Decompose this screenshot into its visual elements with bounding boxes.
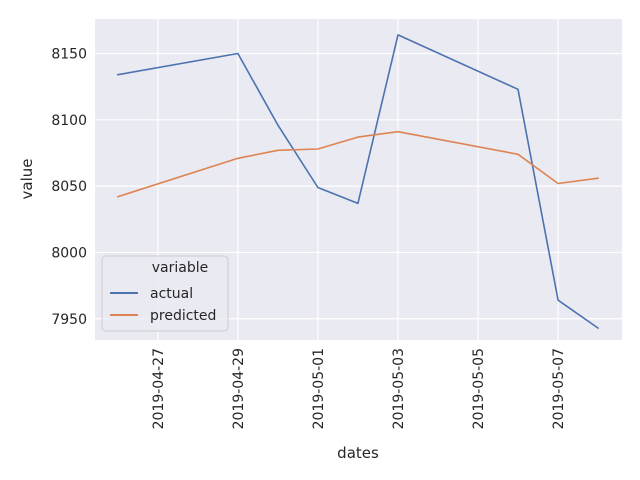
x-tick-label: 2019-04-27 bbox=[151, 348, 167, 429]
x-tick-label: 2019-04-29 bbox=[231, 348, 247, 429]
legend-label-predicted: predicted bbox=[150, 308, 216, 324]
x-tick-labels: 2019-04-27 2019-04-29 2019-05-01 2019-05-03… bbox=[151, 348, 567, 429]
y-gridlines bbox=[95, 52, 622, 320]
x-tick-label: 2019-05-05 bbox=[471, 348, 487, 429]
x-tick-label: 2019-05-03 bbox=[391, 348, 407, 429]
legend-title: variable bbox=[152, 260, 208, 276]
y-tick-label: 8050 bbox=[51, 179, 87, 195]
y-tick-label: 7950 bbox=[51, 312, 87, 328]
series-lines bbox=[117, 34, 599, 329]
y-tick-labels: 7950 8000 8050 8100 8150 bbox=[51, 46, 87, 327]
legend-label-actual: actual bbox=[150, 286, 193, 302]
series-line-predicted bbox=[117, 130, 599, 198]
legend: variable actual predicted bbox=[101, 255, 229, 332]
x-tick-label: 2019-05-01 bbox=[311, 348, 327, 429]
x-tick-label: 2019-05-07 bbox=[551, 348, 567, 429]
x-gridlines bbox=[157, 19, 559, 340]
y-tick-label: 8150 bbox=[51, 46, 87, 62]
y-tick-label: 8000 bbox=[51, 245, 87, 261]
y-axis-label: value bbox=[18, 159, 36, 200]
series-line-actual bbox=[117, 34, 599, 329]
legend-box bbox=[101, 255, 229, 332]
y-tick-label: 8100 bbox=[51, 113, 87, 129]
x-axis-label: dates bbox=[337, 444, 379, 462]
